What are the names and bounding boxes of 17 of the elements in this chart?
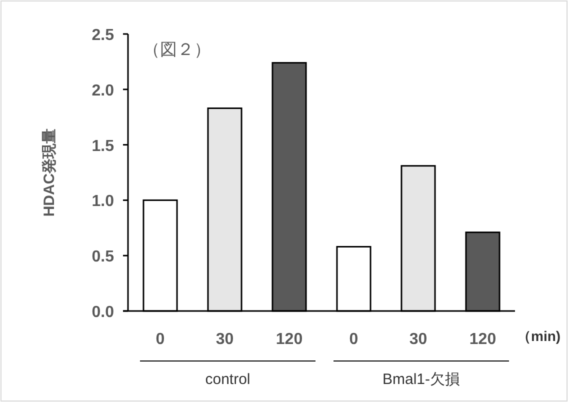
x-tick-label: 30 <box>409 331 428 348</box>
x-tick-label: 120 <box>469 331 496 348</box>
y-axis-title: HDAC発現量 <box>41 128 58 217</box>
x-tick-label: 0 <box>349 331 358 348</box>
y-tick-label: 0.5 <box>92 248 114 266</box>
y-tick-label: 2.5 <box>92 27 114 44</box>
x-tick-label: 120 <box>276 331 303 348</box>
x-tick-label: 30 <box>216 331 234 348</box>
y-tick-label: 1.5 <box>92 138 114 155</box>
text: control <box>205 371 250 388</box>
x-tick-label: 0 <box>156 331 165 348</box>
y-tick-label: 1.0 <box>92 193 114 210</box>
text: （min) <box>517 328 561 344</box>
y-tick-label: 0.0 <box>92 304 114 321</box>
y-tick-label: 2.0 <box>92 82 114 100</box>
text: Bmal1-欠損 <box>382 371 460 388</box>
annotation: （図２） <box>143 40 211 59</box>
